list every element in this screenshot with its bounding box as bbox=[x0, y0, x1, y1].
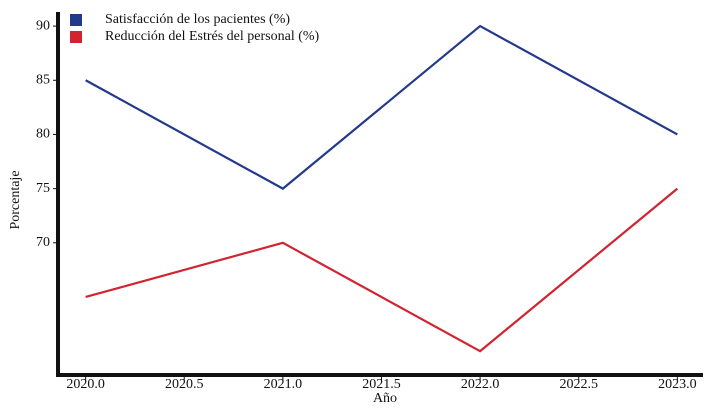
legend-swatch bbox=[70, 31, 82, 43]
x-tick-label: 2022.5 bbox=[559, 377, 598, 392]
x-tick-label: 2020.5 bbox=[165, 377, 204, 392]
x-tick-label: 2020.0 bbox=[66, 377, 105, 392]
x-tick-label: 2021.0 bbox=[264, 377, 303, 392]
x-tick-label: 2023.0 bbox=[658, 377, 697, 392]
series-line bbox=[85, 24, 678, 190]
legend-label: Reducción del Estrés del personal (%) bbox=[105, 29, 320, 44]
series-line bbox=[85, 187, 679, 353]
y-tick-label: 75 bbox=[36, 181, 50, 196]
y-tick-label: 80 bbox=[36, 127, 50, 142]
y-axis-label: Porcentaje bbox=[8, 170, 23, 229]
y-tick-label: 70 bbox=[36, 235, 50, 250]
x-tick-label: 2021.5 bbox=[362, 377, 401, 392]
legend-swatch bbox=[70, 14, 82, 26]
y-tick-label: 85 bbox=[36, 72, 50, 87]
legend-label: Satisfacción de los pacientes (%) bbox=[105, 12, 290, 27]
x-tick-label: 2022.0 bbox=[461, 377, 500, 392]
y-tick-label: 90 bbox=[36, 18, 50, 33]
x-axis-label: Año bbox=[373, 391, 397, 406]
